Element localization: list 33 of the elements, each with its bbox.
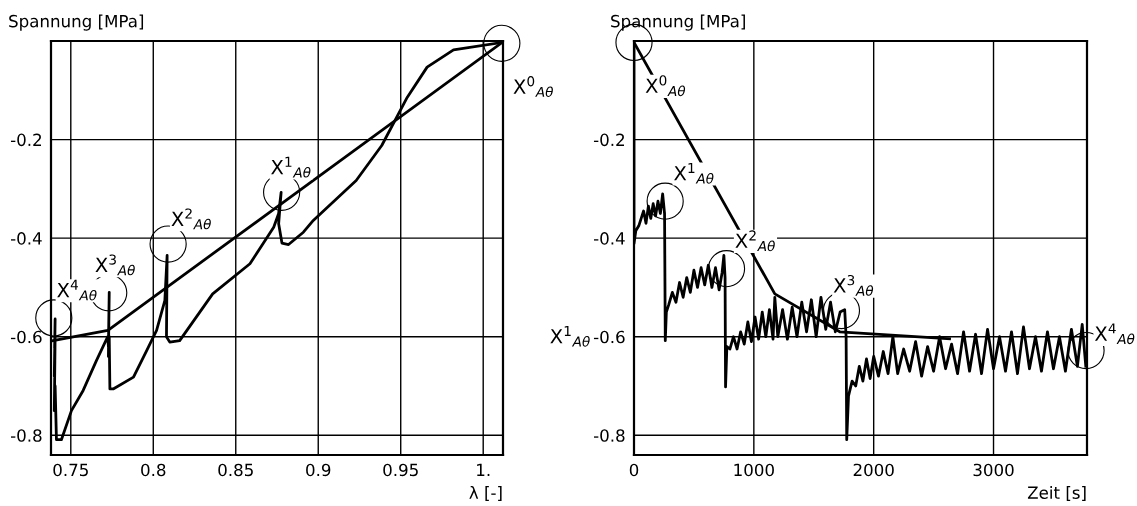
x-tick-label: 1000 bbox=[734, 463, 774, 477]
y-tick-label: -0.4 bbox=[593, 232, 625, 245]
annotation: X$^{0}$$_{Aθ}$ bbox=[513, 76, 553, 97]
y-axis-title: Spannung [MPa] bbox=[611, 14, 745, 31]
annotation: X$^{3}$$_{Aθ}$ bbox=[95, 254, 135, 276]
annotation: X$^{4}$$_{Aθ}$ bbox=[1094, 323, 1135, 345]
y-tick-label: -0.2 bbox=[593, 133, 624, 147]
x-tick-label: 0.9 bbox=[306, 463, 331, 477]
x-tick-label: 3000 bbox=[973, 463, 1014, 477]
x-axis-title: λ [-] bbox=[469, 486, 502, 501]
y-tick-label: -0.8 bbox=[10, 429, 42, 442]
annotation: X$^{1}$$_{Aθ}$ bbox=[271, 156, 311, 178]
x-axis-title: Zeit [s] bbox=[1027, 486, 1086, 501]
y-axis-title: Spannung [MPa] bbox=[9, 14, 144, 31]
x-tick-label: 0.95 bbox=[383, 463, 418, 477]
x-tick-label: 0.85 bbox=[218, 463, 253, 477]
x-tick-label: 0 bbox=[629, 463, 639, 477]
annotation: X$^{4}$$_{Aθ}$ bbox=[57, 279, 97, 301]
annotation: X$^{1}$$_{Aθ}$ bbox=[674, 162, 714, 184]
annotation: X$^{2}$$_{Aθ}$ bbox=[171, 208, 211, 230]
x-tick-label: 1. bbox=[477, 463, 490, 476]
y-tick-label: -0.6 bbox=[593, 330, 625, 344]
annotation: X$^{2}$$_{Aθ}$ bbox=[735, 230, 775, 252]
annotation: X$^{3}$$_{Aθ}$ bbox=[833, 274, 874, 296]
x-tick-label: 0.8 bbox=[141, 463, 166, 477]
x-tick-label: 0.75 bbox=[53, 463, 88, 477]
y-tick-label: -0.4 bbox=[10, 232, 42, 245]
y-tick-label: -0.8 bbox=[593, 429, 625, 442]
x-tick-label: 2000 bbox=[853, 463, 894, 477]
annotation: X$^{0}$$_{Aθ}$ bbox=[645, 75, 686, 97]
text: X$^{1}$$_{Aθ}$ bbox=[550, 325, 590, 347]
y-tick-label: -0.2 bbox=[10, 133, 41, 147]
y-tick-label: -0.6 bbox=[10, 330, 42, 344]
